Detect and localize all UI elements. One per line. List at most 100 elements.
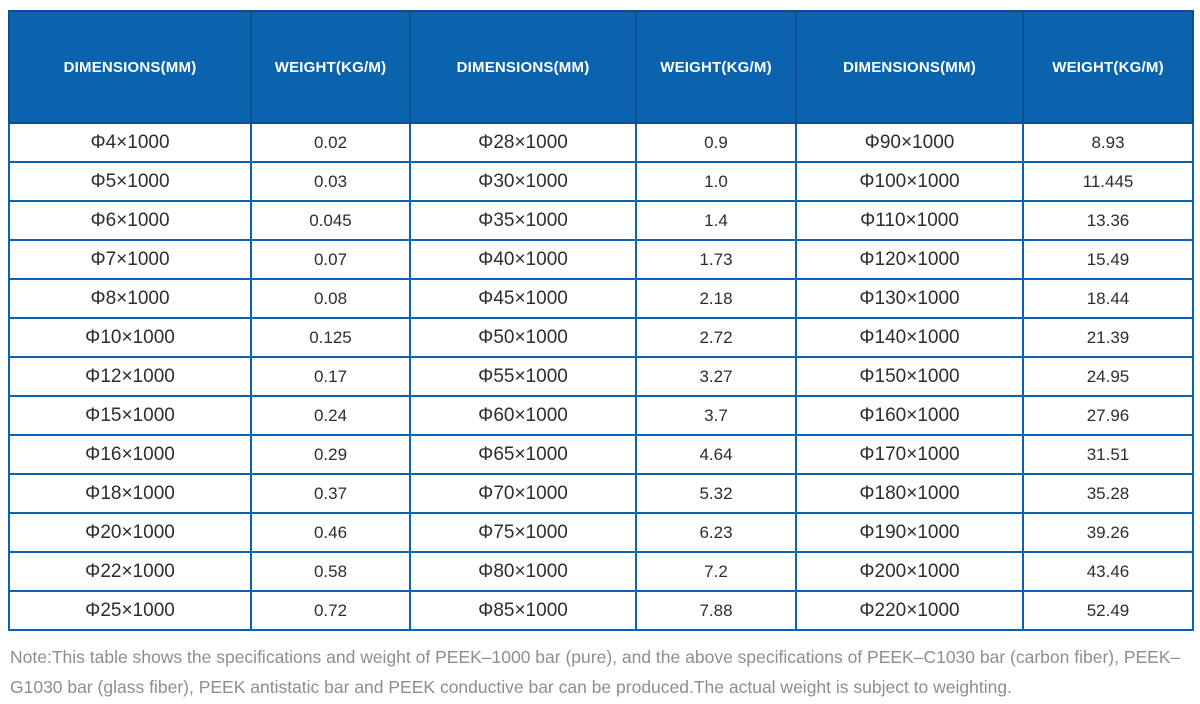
dimension-cell: Φ130×1000 bbox=[795, 278, 1024, 319]
header-weight-3: WEIGHT(KG/M) bbox=[1022, 10, 1194, 124]
dimension-cell: Φ180×1000 bbox=[795, 473, 1024, 514]
table-row: Φ10×1000 0.125 Φ50×1000 2.72 Φ140×1000 21.39 bbox=[8, 317, 1194, 358]
weight-cell: 0.08 bbox=[250, 278, 411, 319]
table-row: Φ6×1000 0.045 Φ35×1000 1.4 Φ110×1000 13.36 bbox=[8, 200, 1194, 241]
dimension-cell: Φ35×1000 bbox=[409, 200, 637, 241]
table-row: Φ5×1000 0.03 Φ30×1000 1.0 Φ100×1000 11.445 bbox=[8, 161, 1194, 202]
dimension-cell: Φ85×1000 bbox=[409, 590, 637, 631]
weight-cell: 0.17 bbox=[250, 356, 411, 397]
weight-cell: 0.37 bbox=[250, 473, 411, 514]
weight-cell: 15.49 bbox=[1022, 239, 1194, 280]
weight-cell: 24.95 bbox=[1022, 356, 1194, 397]
weight-cell: 1.4 bbox=[635, 200, 797, 241]
weight-cell: 0.045 bbox=[250, 200, 411, 241]
table-row: Φ22×1000 0.58 Φ80×1000 7.2 Φ200×1000 43.46 bbox=[8, 551, 1194, 592]
weight-cell: 18.44 bbox=[1022, 278, 1194, 319]
table-row: Φ4×1000 0.02 Φ28×1000 0.9 Φ90×1000 8.93 bbox=[8, 122, 1194, 163]
weight-cell: 2.72 bbox=[635, 317, 797, 358]
header-dimensions-3: DIMENSIONS(MM) bbox=[795, 10, 1024, 124]
weight-cell: 0.02 bbox=[250, 122, 411, 163]
weight-cell: 0.03 bbox=[250, 161, 411, 202]
dimension-cell: Φ50×1000 bbox=[409, 317, 637, 358]
dimension-cell: Φ200×1000 bbox=[795, 551, 1024, 592]
weight-cell: 31.51 bbox=[1022, 434, 1194, 475]
weight-cell: 5.32 bbox=[635, 473, 797, 514]
dimension-cell: Φ190×1000 bbox=[795, 512, 1024, 553]
dimension-cell: Φ7×1000 bbox=[8, 239, 252, 280]
weight-cell: 0.07 bbox=[250, 239, 411, 280]
table-row: Φ16×1000 0.29 Φ65×1000 4.64 Φ170×1000 31.51 bbox=[8, 434, 1194, 475]
table-row: Φ12×1000 0.17 Φ55×1000 3.27 Φ150×1000 24.95 bbox=[8, 356, 1194, 397]
table-row: Φ25×1000 0.72 Φ85×1000 7.88 Φ220×1000 52.49 bbox=[8, 590, 1194, 631]
weight-cell: 1.73 bbox=[635, 239, 797, 280]
dimension-cell: Φ5×1000 bbox=[8, 161, 252, 202]
table-row: Φ15×1000 0.24 Φ60×1000 3.7 Φ160×1000 27.96 bbox=[8, 395, 1194, 436]
dimension-cell: Φ15×1000 bbox=[8, 395, 252, 436]
dimension-cell: Φ150×1000 bbox=[795, 356, 1024, 397]
dimension-cell: Φ120×1000 bbox=[795, 239, 1024, 280]
weight-cell: 1.0 bbox=[635, 161, 797, 202]
dimension-cell: Φ30×1000 bbox=[409, 161, 637, 202]
weight-cell: 52.49 bbox=[1022, 590, 1194, 631]
dimension-cell: Φ75×1000 bbox=[409, 512, 637, 553]
dimension-cell: Φ8×1000 bbox=[8, 278, 252, 319]
dimension-cell: Φ110×1000 bbox=[795, 200, 1024, 241]
weight-cell: 0.24 bbox=[250, 395, 411, 436]
table-row: Φ18×1000 0.37 Φ70×1000 5.32 Φ180×1000 35.28 bbox=[8, 473, 1194, 514]
dimension-cell: Φ45×1000 bbox=[409, 278, 637, 319]
header-dimensions-2: DIMENSIONS(MM) bbox=[409, 10, 637, 124]
dimension-cell: Φ80×1000 bbox=[409, 551, 637, 592]
weight-cell: 0.72 bbox=[250, 590, 411, 631]
weight-cell: 0.58 bbox=[250, 551, 411, 592]
dimension-cell: Φ18×1000 bbox=[8, 473, 252, 514]
dimension-cell: Φ140×1000 bbox=[795, 317, 1024, 358]
weight-cell: 7.2 bbox=[635, 551, 797, 592]
weight-cell: 8.93 bbox=[1022, 122, 1194, 163]
weight-cell: 27.96 bbox=[1022, 395, 1194, 436]
dimension-cell: Φ4×1000 bbox=[8, 122, 252, 163]
weight-cell: 0.9 bbox=[635, 122, 797, 163]
table-body: Φ4×1000 0.02 Φ28×1000 0.9 Φ90×1000 8.93 Φ5×100… bbox=[8, 122, 1194, 631]
spec-sheet: DIMENSIONS(MM) WEIGHT(KG/M) DIMENSIONS(M… bbox=[8, 10, 1194, 702]
weight-cell: 4.64 bbox=[635, 434, 797, 475]
dimension-cell: Φ65×1000 bbox=[409, 434, 637, 475]
weight-cell: 21.39 bbox=[1022, 317, 1194, 358]
header-weight-2: WEIGHT(KG/M) bbox=[635, 10, 797, 124]
weight-cell: 0.46 bbox=[250, 512, 411, 553]
table-row: Φ8×1000 0.08 Φ45×1000 2.18 Φ130×1000 18.44 bbox=[8, 278, 1194, 319]
dimension-cell: Φ70×1000 bbox=[409, 473, 637, 514]
weight-cell: 2.18 bbox=[635, 278, 797, 319]
header-row: DIMENSIONS(MM) WEIGHT(KG/M) DIMENSIONS(M… bbox=[8, 10, 1194, 124]
dimension-cell: Φ16×1000 bbox=[8, 434, 252, 475]
dimension-cell: Φ170×1000 bbox=[795, 434, 1024, 475]
weight-cell: 0.29 bbox=[250, 434, 411, 475]
header-weight-1: WEIGHT(KG/M) bbox=[250, 10, 411, 124]
table-header: DIMENSIONS(MM) WEIGHT(KG/M) DIMENSIONS(M… bbox=[8, 10, 1194, 124]
weight-cell: 7.88 bbox=[635, 590, 797, 631]
weight-cell: 35.28 bbox=[1022, 473, 1194, 514]
weight-cell: 39.26 bbox=[1022, 512, 1194, 553]
dimension-cell: Φ12×1000 bbox=[8, 356, 252, 397]
weight-cell: 0.125 bbox=[250, 317, 411, 358]
weight-cell: 3.27 bbox=[635, 356, 797, 397]
header-dimensions-1: DIMENSIONS(MM) bbox=[8, 10, 252, 124]
dimension-cell: Φ6×1000 bbox=[8, 200, 252, 241]
dimension-cell: Φ25×1000 bbox=[8, 590, 252, 631]
weight-cell: 6.23 bbox=[635, 512, 797, 553]
weight-cell: 13.36 bbox=[1022, 200, 1194, 241]
table-row: Φ20×1000 0.46 Φ75×1000 6.23 Φ190×1000 39.26 bbox=[8, 512, 1194, 553]
dimension-cell: Φ10×1000 bbox=[8, 317, 252, 358]
dimension-cell: Φ55×1000 bbox=[409, 356, 637, 397]
dimension-cell: Φ28×1000 bbox=[409, 122, 637, 163]
weight-cell: 11.445 bbox=[1022, 161, 1194, 202]
peek-bar-spec-table: DIMENSIONS(MM) WEIGHT(KG/M) DIMENSIONS(M… bbox=[8, 10, 1194, 631]
dimension-cell: Φ100×1000 bbox=[795, 161, 1024, 202]
dimension-cell: Φ220×1000 bbox=[795, 590, 1024, 631]
note-text: Note:This table shows the specifications… bbox=[10, 647, 1181, 698]
dimension-cell: Φ20×1000 bbox=[8, 512, 252, 553]
dimension-cell: Φ160×1000 bbox=[795, 395, 1024, 436]
weight-cell: 3.7 bbox=[635, 395, 797, 436]
weight-cell: 43.46 bbox=[1022, 551, 1194, 592]
dimension-cell: Φ40×1000 bbox=[409, 239, 637, 280]
table-row: Φ7×1000 0.07 Φ40×1000 1.73 Φ120×1000 15.49 bbox=[8, 239, 1194, 280]
